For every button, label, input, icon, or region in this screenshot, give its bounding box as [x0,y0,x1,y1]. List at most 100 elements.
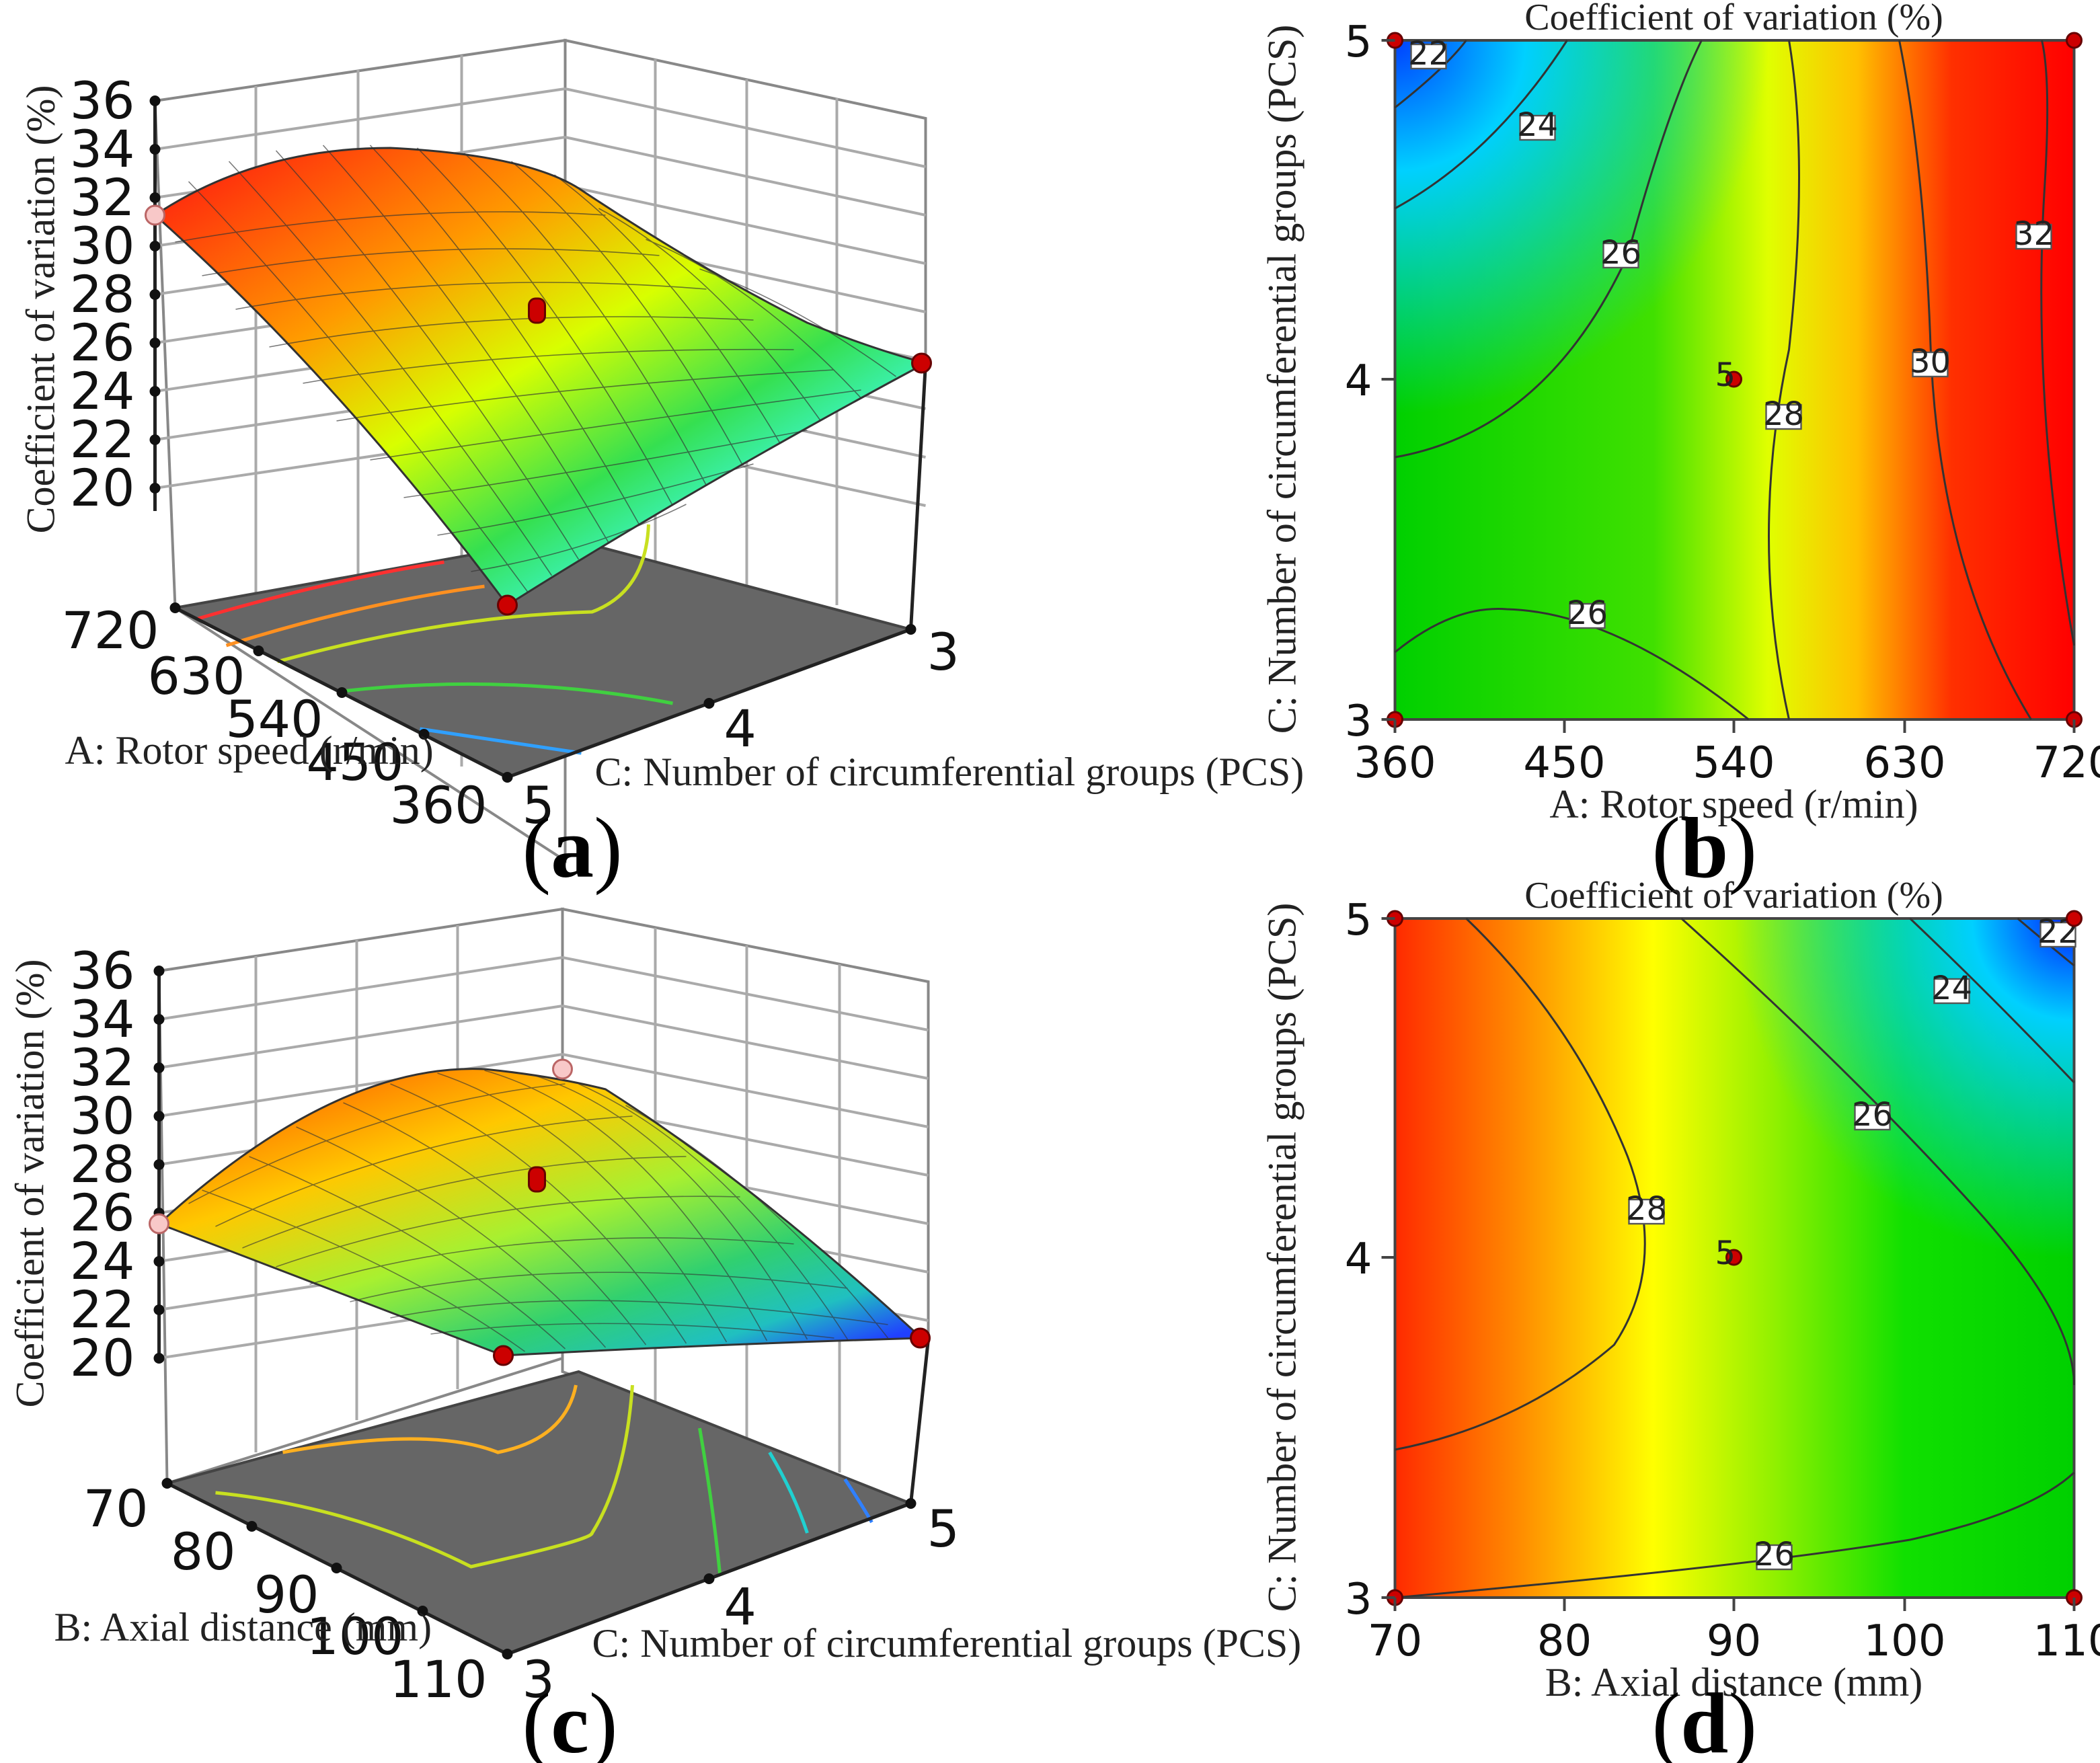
panel-b-contour-label: 30 [1910,343,1951,381]
panel-a-y-tick: 5 [522,775,555,835]
panel-d-x-tick: 110 [2033,1616,2100,1666]
panel-c-tick-dots [153,966,917,1659]
panel-b-tick-marks [1381,39,2076,733]
panel-c-design-point [910,1327,931,1349]
panel-a-response-surface [153,147,929,607]
panel-c-z-tick: 20 [70,1328,135,1388]
panel-c-x-axis-label: B: Axial distance (mm) [54,1605,432,1649]
panel-a-x-axis-label: A: Rotor speed (r/min) [65,728,434,773]
panel-label-a: (a) [522,800,623,896]
panel-b-contour-label: 24 [1517,106,1558,144]
panel-d-contour-label: 26 [1754,1536,1795,1573]
panel-c-x-tick: 90 [254,1565,319,1624]
panel-d-tick-marks [1381,917,2076,1611]
panel-a-z-tick: 20 [70,458,135,518]
panel-a-x-tick: 720 [61,600,159,660]
panel-b-contour-label: 26 [1567,594,1608,632]
panel-b-contour-label: 32 [2013,215,2054,253]
panel-c-y-tick: 4 [724,1577,756,1637]
panel-a-surface-plot: 36 34 32 30 28 26 24 22 20 Coefficient o… [19,38,1305,896]
panel-c-z-tick: 32 [70,1037,135,1097]
panel-a-design-point [911,352,932,374]
panel-a-z-tick: 24 [70,361,135,421]
panel-d-contour-label: 24 [1931,970,1972,1007]
panel-b-title: Coefficient of variation (%) [1524,0,1943,38]
panel-d-contour-label: 26 [1852,1096,1893,1134]
panel-c-x-tick: 110 [389,1649,487,1709]
panel-d-x-tick: 70 [1368,1616,1422,1666]
panel-d-contour-lines [1395,917,2075,1599]
panel-b-contour-label: 26 [1600,234,1641,272]
panel-b-y-axis-label: C: Number of circumferential groups (PCS… [1260,25,1305,734]
panel-d-y-tick: 5 [1345,896,1372,945]
panel-b-y-tick: 4 [1345,356,1372,406]
panel-a-z-tick: 32 [70,167,135,227]
panel-label-c: (c) [522,1676,618,1763]
panel-d-contour-label: 28 [1626,1190,1667,1228]
panel-a-z-tick: 28 [70,264,135,324]
panel-d-center-count: 5 [1715,1235,1736,1272]
panel-c-x-tick: 100 [306,1606,403,1666]
panel-a-y-axis-label: C: Number of circumferential groups (PCS… [595,750,1305,794]
panel-d-x-tick: 100 [1863,1616,1945,1666]
panel-a-z-tick: 36 [70,71,135,130]
panel-d-x-tick: 80 [1537,1616,1592,1666]
panel-b-center-count: 5 [1715,356,1736,394]
panel-b-y-tick: 3 [1345,697,1372,746]
panel-a-tick-dots [149,95,917,783]
panel-c-z-axis-label: Coefficient of variation (%) [8,959,52,1408]
panel-a-design-point [497,594,518,616]
panel-c-y-axis-label: C: Number of circumferential groups (PCS… [592,1621,1302,1666]
panel-a-x-tick: 630 [147,646,245,706]
panel-b-x-tick: 630 [1863,738,1945,788]
panel-c-x-tick: 70 [83,1479,149,1538]
panel-c-z-tick: 36 [70,941,135,1001]
panel-d-y-tick: 4 [1345,1235,1372,1284]
panel-a-z-tick: 30 [70,216,135,276]
panel-b-y-tick: 5 [1345,17,1372,67]
panel-c-z-tick: 22 [70,1280,135,1339]
panel-c-design-point [493,1345,514,1366]
panel-a-floor-contours [197,524,673,755]
panel-d-x-tick: 90 [1707,1616,1761,1666]
panel-b-contour-plot: 22 24 26 26 28 30 32 5 Coefficient of va… [1260,0,2100,896]
panel-b-x-tick: 720 [2033,738,2100,788]
panel-a-z-axis-label: Coefficient of variation (%) [19,85,63,534]
panel-a-z-tick: 22 [70,409,135,469]
panel-c-surface-mesh [188,1070,889,1352]
panel-d-title: Coefficient of variation (%) [1524,875,1943,916]
panel-a-y-tick: 3 [927,622,960,682]
panel-c-z-tick: 28 [70,1134,135,1194]
panel-c-design-point [552,1058,573,1080]
panel-c-z-tick: 34 [70,989,135,1049]
panel-d-contour-label-boxes [1628,921,2076,1571]
panel-c-z-tick: 26 [70,1183,135,1243]
panel-c-x-tick: 80 [171,1522,236,1581]
panel-label-b: (b) [1652,800,1757,896]
panel-b-x-tick: 450 [1523,738,1605,788]
panel-c-y-tick: 3 [522,1649,555,1709]
panel-a-x-tick: 360 [389,775,487,835]
panel-b-x-axis-label: A: Rotor speed (r/min) [1549,782,1918,826]
panel-a-x-tick: 450 [306,732,403,792]
panel-d-contour-plot: 22 24 26 28 26 5 Coefficient of variatio… [1260,875,2100,1763]
panel-b-contour-label-boxes [1410,43,2052,629]
panel-a-z-tick: 34 [70,119,135,179]
panel-c-surface-plot: 36 34 32 30 28 26 24 22 20 Coefficient o… [8,907,1302,1763]
panel-a-y-tick: 4 [724,699,756,758]
panel-d-y-tick: 3 [1345,1575,1372,1624]
panel-d-x-axis-label: B: Axial distance (mm) [1545,1660,1923,1705]
panel-c-floor-contours [215,1384,873,1574]
panel-b-x-tick: 360 [1354,738,1436,788]
panel-a-design-point [145,204,165,226]
panel-a-center-point [528,297,546,324]
panel-b-x-tick: 540 [1693,738,1775,788]
panel-c-y-tick: 5 [927,1499,960,1559]
panel-b-contour-lines [1394,40,2075,721]
panel-a-x-tick: 540 [225,689,323,749]
panel-d-y-axis-label: C: Number of circumferential groups (PCS… [1260,903,1305,1612]
panel-label-d: (d) [1652,1676,1757,1763]
panel-b-contour-label: 22 [1408,35,1449,73]
panel-a-z-tick: 26 [70,313,135,373]
